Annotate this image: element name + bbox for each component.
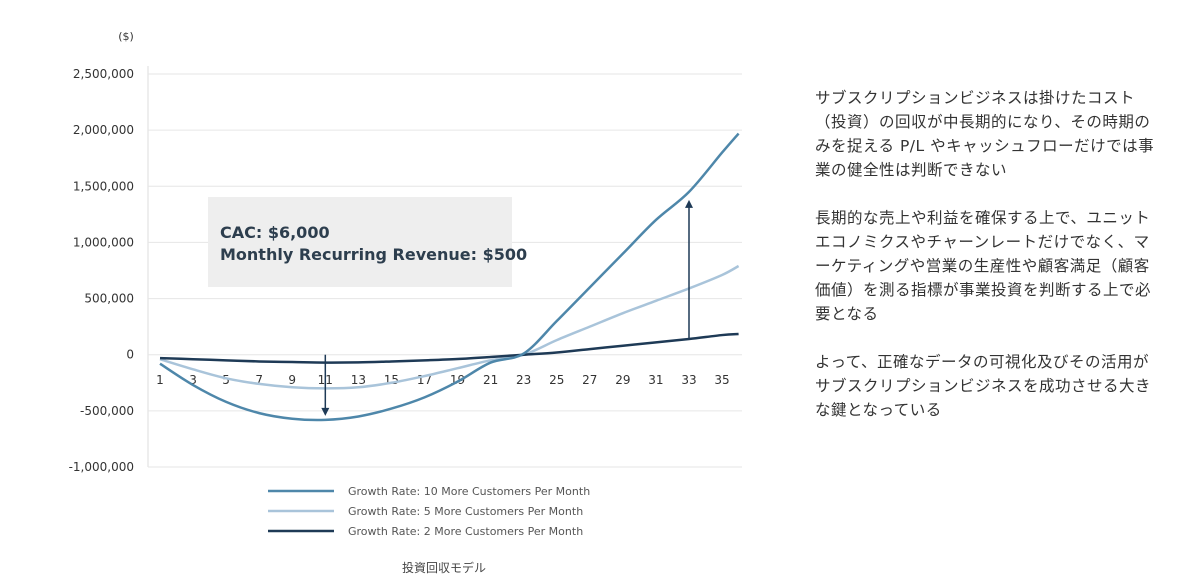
y-tick-label: 1,000,000 [73, 235, 134, 249]
x-tick-label: 27 [582, 373, 597, 387]
x-tick-label: 1 [156, 373, 164, 387]
x-tick-label: 5 [222, 373, 230, 387]
series-line-1 [159, 132, 740, 422]
series-line-3 [159, 332, 739, 364]
x-tick-label: 3 [189, 373, 197, 387]
arrow-down-head [321, 407, 330, 416]
x-tick-label: 9 [288, 373, 296, 387]
y-tick-label: -500,000 [80, 404, 134, 418]
description-paragraph-2: 長期的な売上や利益を確保する上で、ユニットエコノミクスやチャーンレートだけでなく… [815, 209, 1152, 323]
x-tick-label: 13 [351, 373, 366, 387]
arrows [321, 199, 693, 416]
x-tick-label: 35 [714, 373, 729, 387]
x-tick-label: 31 [648, 373, 663, 387]
x-axis-label: 投資回収モデル [402, 560, 486, 575]
y-axis-label: ($) [118, 30, 134, 43]
y-axis-ticks: 2,500,000 2,000,000 1,500,000 1,000,000 500,… [69, 67, 134, 474]
side-description: サブスクリプションビジネスは掛けたコスト（投資）の回収が中長期的になり、その時期… [815, 86, 1155, 446]
x-tick-label: 29 [615, 373, 630, 387]
x-tick-label: 21 [483, 373, 498, 387]
y-tick-label: 2,000,000 [73, 123, 134, 137]
series-line-2 [159, 264, 740, 390]
mrr-label: Monthly Recurring Revenue: $500 [220, 245, 527, 264]
annotation-background [208, 197, 512, 287]
chart: 2,500,000 2,000,000 1,500,000 1,000,000 500,… [69, 30, 742, 575]
y-tick-label: 1,500,000 [73, 179, 134, 193]
y-tick-label: 500,000 [84, 292, 134, 306]
cac-label: CAC: $6,000 [220, 223, 330, 242]
series-lines [159, 132, 740, 422]
legend-entry: Growth Rate: 2 More Customers Per Month [348, 525, 583, 538]
y-tick-label: -1,000,000 [69, 460, 134, 474]
legend-entry: Growth Rate: 5 More Customers Per Month [348, 505, 583, 518]
x-tick-label: 25 [549, 373, 564, 387]
cac-annotation-box: CAC: $6,000 Monthly Recurring Revenue: $… [208, 197, 527, 287]
y-tick-label: 0 [126, 348, 134, 362]
x-tick-label: 33 [681, 373, 696, 387]
x-axis-ticks: 1 3 5 7 9 11 13 15 17 19 21 23 25 27 29 31 33 35 [156, 373, 730, 387]
x-tick-label: 23 [516, 373, 531, 387]
legend-entry: Growth Rate: 10 More Customers Per Month [348, 485, 590, 498]
description-paragraph-3: よって、正確なデータの可視化及びその活用がサブスクリプションビジネスを成功させる… [815, 353, 1152, 419]
y-tick-label: 2,500,000 [73, 67, 134, 81]
arrow-up-head [685, 199, 693, 208]
x-tick-label: 7 [255, 373, 263, 387]
description-paragraph-1: サブスクリプションビジネスは掛けたコスト（投資）の回収が中長期的になり、その時期… [815, 89, 1155, 179]
legend: Growth Rate: 10 More Customers Per Month… [268, 485, 590, 538]
